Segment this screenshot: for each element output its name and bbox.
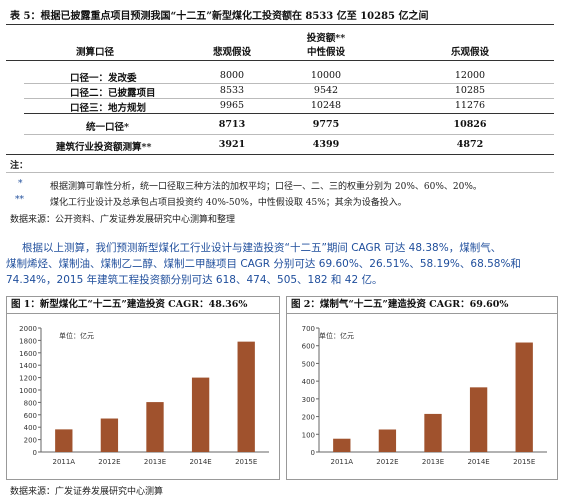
header-optimistic: 乐观假设 bbox=[450, 47, 490, 58]
y-tick-label: 1400 bbox=[19, 362, 37, 370]
y-tick-label: 700 bbox=[302, 325, 315, 333]
cell-optimistic: 12000 bbox=[454, 70, 486, 81]
row-divider bbox=[24, 134, 554, 135]
cell-neutral: 9542 bbox=[313, 85, 339, 96]
y-tick-label: 400 bbox=[302, 378, 315, 386]
note-mark: ** bbox=[15, 195, 24, 205]
cell-optimistic: 10826 bbox=[453, 119, 487, 130]
y-tick-label: 400 bbox=[24, 424, 37, 432]
y-tick-label: 800 bbox=[24, 399, 37, 407]
row-label: 口径三：地方规划 bbox=[70, 103, 147, 114]
y-tick-label: 1800 bbox=[19, 337, 37, 345]
header-caliber: 测算口径 bbox=[76, 47, 115, 58]
y-tick-label: 200 bbox=[24, 437, 37, 445]
header-pessimistic: 悲观假设 bbox=[212, 47, 252, 58]
y-tick-label: 2000 bbox=[19, 325, 37, 333]
bar bbox=[378, 429, 397, 452]
bar bbox=[424, 413, 442, 452]
note-text: 煤化工行业设计及总承包占项目投资约 40%-50%，中性假设取 45%；其余为设… bbox=[50, 198, 407, 208]
row-label: 口径一：发改委 bbox=[70, 73, 137, 84]
bar bbox=[100, 418, 119, 452]
y-tick-label: 1600 bbox=[19, 350, 37, 358]
cell-pessimistic: 8000 bbox=[219, 70, 245, 81]
header-investment: 投资额** bbox=[306, 33, 346, 44]
cell-neutral: 10000 bbox=[310, 70, 342, 81]
bar bbox=[333, 438, 351, 452]
paragraph-line: 煤制烯烃、煤制油、煤制乙二醇、煤制二甲醚项目 CAGR 分别可达 69.60%、… bbox=[6, 258, 521, 270]
y-tick-label: 600 bbox=[24, 412, 37, 420]
row-label: 统一口径* bbox=[86, 122, 129, 133]
table-divider bbox=[6, 60, 554, 61]
y-tick-label: 0 bbox=[33, 449, 37, 457]
table-source: 数据来源：公开资料、广发证券发展研究中心测算和整理 bbox=[10, 215, 236, 225]
row-label: 口径二：已披露项目 bbox=[70, 88, 156, 99]
y-tick-label: 200 bbox=[302, 414, 315, 422]
cell-neutral: 10248 bbox=[310, 100, 342, 111]
bar bbox=[55, 429, 73, 452]
unit-label: 单位：亿元 bbox=[59, 331, 94, 340]
chart-panel-1: 图 1：新型煤化工“十二五”建造投资 CAGR：48.36% 0 200 400 60… bbox=[6, 296, 280, 480]
cell-optimistic: 11276 bbox=[454, 100, 486, 111]
x-tick-label: 2012E bbox=[98, 458, 120, 466]
header-neutral: 中性假设 bbox=[306, 47, 346, 58]
cell-pessimistic: 3921 bbox=[218, 139, 246, 150]
chart-heading: 图 1：新型煤化工“十二五”建造投资 CAGR：48.36% bbox=[7, 297, 279, 314]
bar-chart-2: 0 100 200 300 400 500 600 700 单位：亿元 2011A 2012E 201… bbox=[302, 325, 547, 466]
paragraph-line: 根据以上测算，我们预测新型煤化工行业设计与建造投资“十二五”期间 CAGR 可达… bbox=[22, 242, 502, 254]
x-tick-label: 2015E bbox=[235, 458, 257, 466]
note-mark: * bbox=[18, 179, 23, 189]
cell-pessimistic: 9965 bbox=[219, 100, 245, 111]
cell-pessimistic: 8713 bbox=[218, 119, 246, 130]
y-tick-label: 100 bbox=[302, 431, 315, 439]
footer-source: 数据来源：广发证券发展研究中心测算 bbox=[10, 487, 164, 497]
table-divider bbox=[6, 154, 554, 155]
cell-optimistic: 10285 bbox=[454, 85, 486, 96]
table-title-bar: 表 5：根据已披露重点项目预测我国“十二五”新型煤化工投资额在 8533 亿至 … bbox=[6, 4, 554, 25]
notes-title: 注： bbox=[10, 161, 29, 171]
note-text: 根据测算可靠性分析，统一口径取三种方法的加权平均；口径一、二、三的权重分别为 2… bbox=[50, 182, 482, 192]
x-tick-label: 2015E bbox=[513, 458, 535, 466]
paragraph-line: 74.34%，2015 年建筑工程投资额分别可达 618、474、505、182… bbox=[6, 274, 383, 286]
cell-optimistic: 4872 bbox=[456, 139, 484, 150]
cell-neutral: 9775 bbox=[312, 119, 340, 130]
bar-chart-1: 0 200 400 600 800 1000 1200 1400 1600 1800 2000 单位：… bbox=[19, 325, 269, 466]
bar bbox=[469, 387, 488, 452]
y-tick-label: 300 bbox=[302, 396, 315, 404]
x-tick-label: 2012E bbox=[376, 458, 398, 466]
y-tick-label: 1000 bbox=[19, 387, 37, 395]
row-label: 建筑行业投资额测算** bbox=[56, 142, 152, 153]
cell-neutral: 4399 bbox=[312, 139, 340, 150]
x-tick-label: 2014E bbox=[467, 458, 489, 466]
bar bbox=[191, 377, 210, 452]
y-tick-label: 500 bbox=[302, 360, 315, 368]
chart-heading: 图 2：煤制气“十二五”建造投资 CAGR：69.60% bbox=[287, 297, 557, 314]
bar bbox=[515, 342, 533, 452]
chart-panel-2: 图 2：煤制气“十二五”建造投资 CAGR：69.60% 0 100 200 300 4… bbox=[286, 296, 558, 480]
row-divider bbox=[24, 83, 554, 84]
table-title: 表 5：根据已披露重点项目预测我国“十二五”新型煤化工投资额在 8533 亿至 … bbox=[10, 11, 429, 22]
x-tick-label: 2011A bbox=[330, 458, 353, 466]
bar bbox=[237, 341, 255, 452]
y-tick-label: 600 bbox=[302, 343, 315, 351]
table-divider bbox=[24, 113, 554, 114]
unit-label: 单位：亿元 bbox=[319, 331, 354, 340]
x-tick-label: 2013E bbox=[144, 458, 166, 466]
bar bbox=[146, 402, 164, 452]
cell-pessimistic: 8533 bbox=[219, 85, 245, 96]
x-tick-label: 2013E bbox=[422, 458, 444, 466]
y-tick-label: 0 bbox=[311, 449, 315, 457]
notes-divider bbox=[6, 172, 554, 173]
x-tick-label: 2011A bbox=[52, 458, 75, 466]
x-tick-label: 2014E bbox=[189, 458, 211, 466]
y-tick-label: 1200 bbox=[19, 375, 37, 383]
row-divider bbox=[24, 98, 554, 99]
